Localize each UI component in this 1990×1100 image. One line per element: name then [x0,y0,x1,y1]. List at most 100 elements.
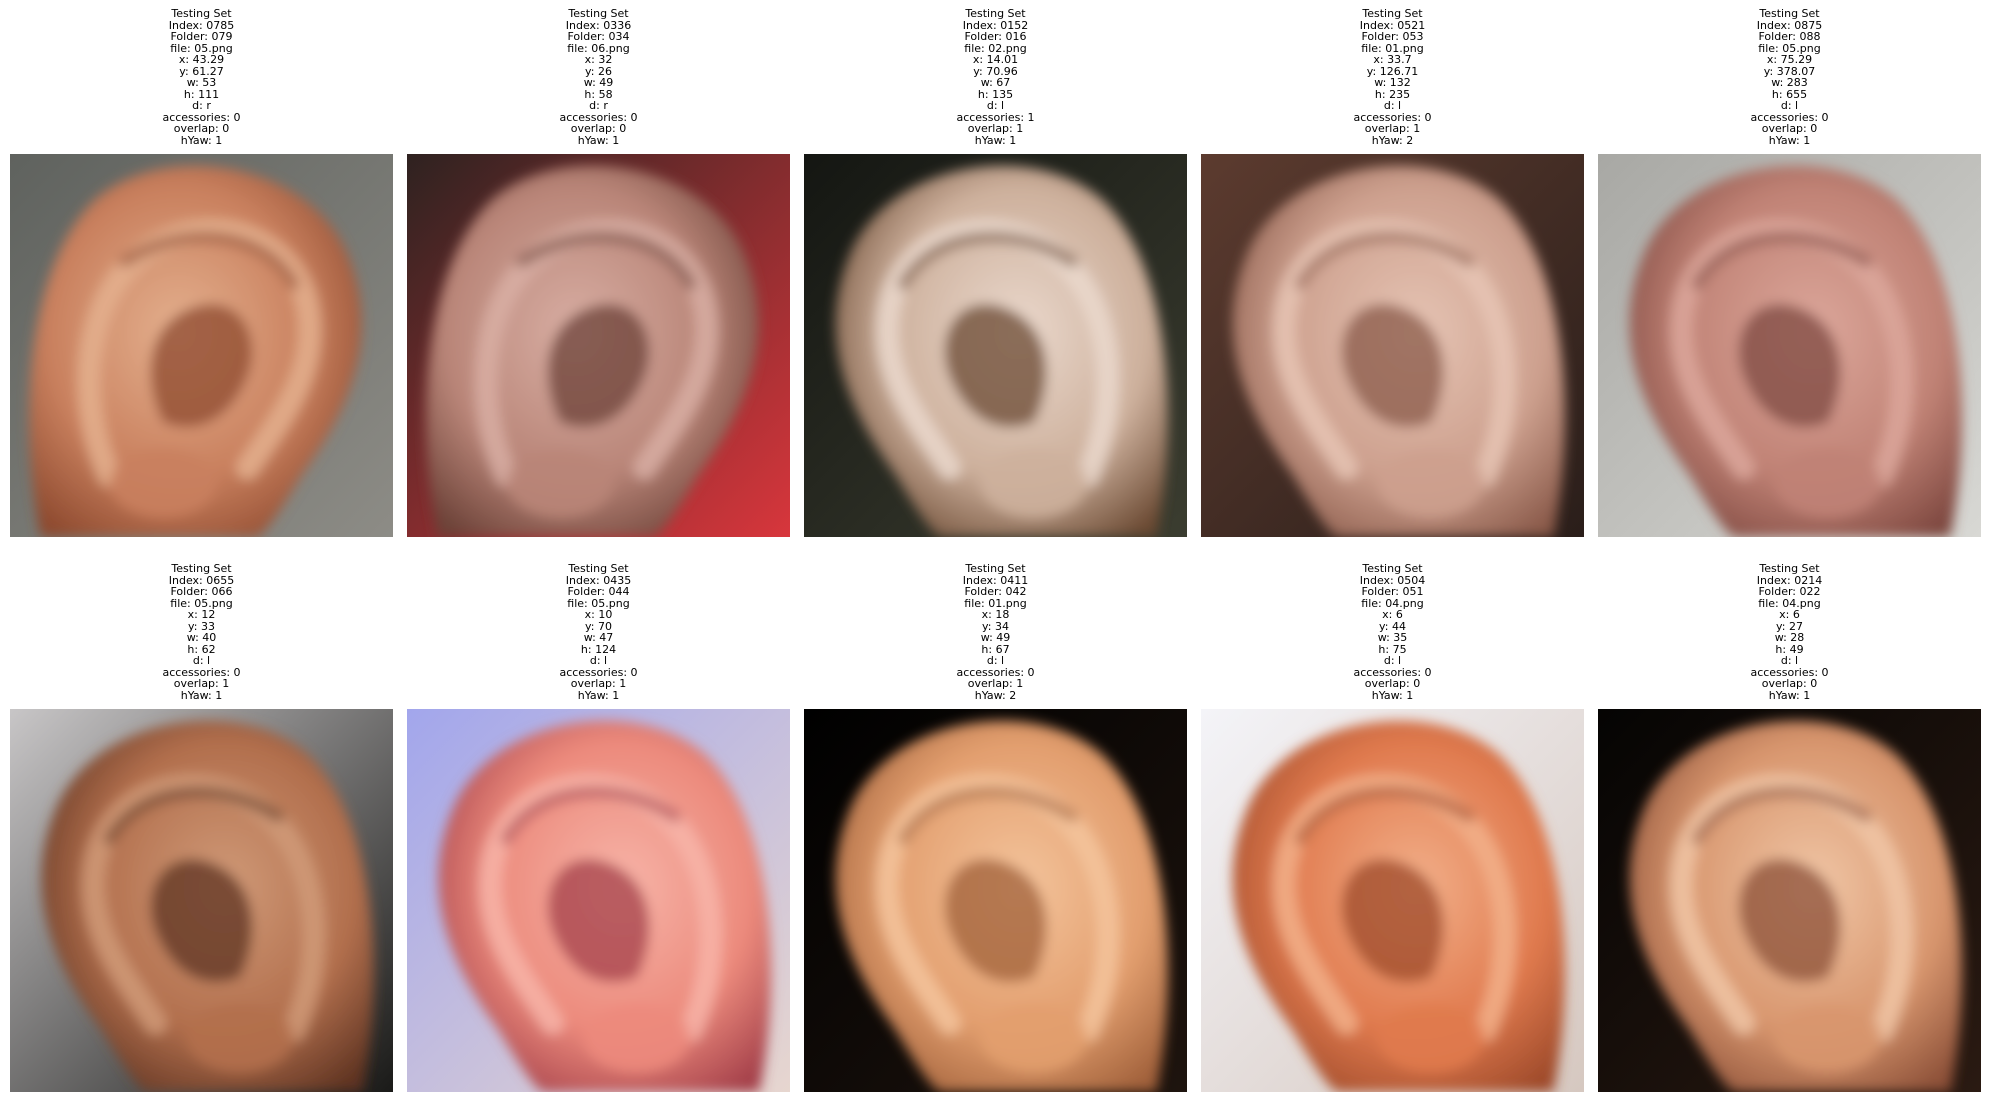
panel-caption: Testing Set Index: 0411 Folder: 042 file: 0… [804,563,1187,701]
caption-line: y: 378.07 [1763,64,1816,78]
ear-fold-shadow [516,231,697,290]
caption-line: Folder: 016 [964,30,1027,43]
caption-line: accessories: 0 [559,110,638,124]
ear-photo [407,154,790,537]
ear-lobe [1774,1003,1882,1073]
ear-antihelix [77,219,322,488]
caption-line: x: 14.01 [972,53,1019,66]
ear-concha [547,304,650,427]
caption-line: overlap: 1 [173,677,230,690]
caption-line: Index: 0435 [565,573,632,587]
caption-line: x: 32 [584,53,613,66]
caption-line: Testing Set [1362,7,1423,20]
caption-line: Index: 0655 [168,573,235,587]
caption-line: y: 27 [1776,619,1803,633]
caption-line: y: 70 [585,619,612,633]
ear-antihelix [1669,774,1914,1043]
panel-caption: Testing Set Index: 0655 Folder: 066 file: 0… [10,563,393,701]
caption-line: x: 43.29 [178,53,225,66]
caption-line: w: 40 [186,631,217,644]
ear-lobe [583,1003,691,1073]
caption-line: h: 75 [1378,642,1407,656]
caption-line: overlap: 0 [173,122,230,135]
caption-line: file: 02.png [964,41,1027,55]
ear-concha [1738,859,1841,982]
ear-concha [1341,859,1444,982]
ear-photo [804,709,1187,1092]
caption-line: hYaw: 1 [180,133,223,147]
ear-fold-shadow [1691,231,1872,290]
ear-photo [804,154,1187,537]
caption-line: Index: 0411 [962,573,1029,587]
caption-line: accessories: 0 [162,665,241,679]
caption-line: accessories: 0 [559,665,638,679]
caption-line: w: 35 [1377,631,1408,644]
ear-photo [407,709,790,1092]
caption-line: file: 05.png [567,596,630,610]
ear-concha [1341,304,1444,427]
panel-caption: Testing Set Index: 0875 Folder: 088 file: 0… [1598,8,1981,146]
caption-line: Testing Set [568,7,629,20]
caption-line: file: 06.png [567,41,630,55]
caption-line: file: 04.png [1758,596,1821,610]
panel-caption: Testing Set Index: 0435 Folder: 044 file: 0… [407,563,790,701]
caption-line: Index: 0785 [168,18,235,32]
caption-line: hYaw: 1 [577,133,620,147]
caption-line: Folder: 042 [964,585,1027,598]
caption-line: w: 283 [1771,76,1808,89]
caption-line: Testing Set [171,7,232,20]
caption-line: Testing Set [568,562,629,575]
caption-line: Folder: 034 [567,30,630,43]
ear-lobe [1377,448,1485,518]
caption-line: w: 67 [980,76,1011,89]
caption-line: Folder: 044 [567,585,630,598]
caption-line: file: 04.png [1361,596,1424,610]
caption-line: file: 05.png [170,41,233,55]
caption-line: Index: 0504 [1359,573,1426,587]
caption-line: h: 655 [1771,87,1808,101]
caption-line: Testing Set [965,7,1026,20]
caption-line: overlap: 1 [570,677,627,690]
ear-lobe [186,1003,294,1073]
caption-line: Testing Set [171,562,232,575]
caption-line: accessories: 0 [162,110,241,124]
caption-line: y: 34 [982,619,1009,633]
caption-line: Folder: 066 [170,585,233,598]
caption-line: Folder: 088 [1758,30,1821,43]
ear-fold-shadow [897,786,1078,845]
caption-line: d: l [1383,99,1402,112]
caption-line: h: 235 [1374,87,1411,101]
caption-line: hYaw: 1 [180,688,223,702]
caption-line: y: 70.96 [973,64,1018,78]
caption-line: d: r [589,99,608,112]
caption-line: y: 44 [1379,619,1406,633]
caption-line: d: r [192,99,211,112]
caption-line: x: 18 [981,608,1010,621]
ear-concha [944,859,1047,982]
ear-fold-shadow [103,786,284,845]
panel-caption: Testing Set Index: 0336 Folder: 034 file: 0… [407,8,790,146]
caption-line: x: 6 [1779,608,1800,621]
caption-line: y: 26 [585,64,612,78]
caption-line: d: l [986,99,1005,112]
caption-line: d: l [1780,99,1799,112]
caption-line: accessories: 0 [1353,665,1432,679]
caption-line: h: 124 [580,642,617,656]
caption-line: hYaw: 2 [1371,133,1414,147]
caption-line: file: 05.png [1758,41,1821,55]
caption-line: h: 67 [981,642,1010,656]
ear-photo [1598,154,1981,537]
ear-antihelix [474,219,719,488]
caption-line: x: 6 [1382,608,1403,621]
caption-line: d: l [192,654,211,667]
caption-line: Index: 0336 [565,18,632,32]
ear-antihelix [875,219,1120,488]
caption-line: overlap: 0 [1761,122,1818,135]
caption-line: Testing Set [1362,562,1423,575]
caption-line: w: 49 [980,631,1011,644]
ear-photo [1201,154,1584,537]
ear-antihelix [478,774,723,1043]
caption-line: hYaw: 1 [1768,688,1811,702]
caption-line: h: 58 [584,87,613,101]
ear-lobe [1377,1003,1485,1073]
